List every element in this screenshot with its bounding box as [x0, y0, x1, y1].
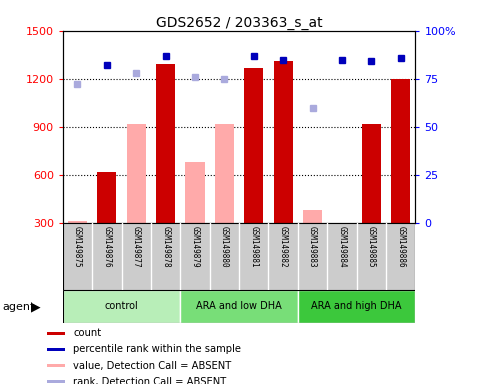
Text: ▶: ▶ [31, 301, 41, 314]
Bar [215, 124, 234, 223]
Bar [298, 290, 415, 323]
Bar [156, 65, 175, 223]
Text: GSM149880: GSM149880 [220, 226, 229, 268]
Text: GSM149879: GSM149879 [190, 226, 199, 268]
Bar [180, 290, 298, 323]
Text: ARA and low DHA: ARA and low DHA [196, 301, 282, 311]
Bar [47, 332, 65, 335]
Bar [68, 221, 87, 223]
Bar [303, 210, 322, 223]
Text: rank, Detection Call = ABSENT: rank, Detection Call = ABSENT [73, 377, 227, 384]
Text: GSM149875: GSM149875 [73, 226, 82, 268]
Text: value, Detection Call = ABSENT: value, Detection Call = ABSENT [73, 361, 232, 371]
Bar [47, 348, 65, 351]
Text: GSM149876: GSM149876 [102, 226, 112, 268]
Text: count: count [73, 328, 101, 338]
Text: GSM149885: GSM149885 [367, 226, 376, 268]
Text: GSM149886: GSM149886 [396, 226, 405, 268]
Text: GSM149878: GSM149878 [161, 226, 170, 268]
Bar [273, 61, 293, 223]
Bar [47, 364, 65, 367]
Bar [63, 290, 180, 323]
Bar [244, 68, 263, 223]
Bar [97, 172, 116, 223]
Text: GSM149882: GSM149882 [279, 226, 288, 268]
Title: GDS2652 / 203363_s_at: GDS2652 / 203363_s_at [156, 16, 322, 30]
Bar [362, 124, 381, 223]
Bar [391, 79, 410, 223]
Text: agent: agent [2, 302, 35, 312]
Text: control: control [105, 301, 139, 311]
Text: ARA and high DHA: ARA and high DHA [312, 301, 402, 311]
Text: percentile rank within the sample: percentile rank within the sample [73, 344, 241, 354]
Bar [185, 162, 205, 223]
Text: GSM149881: GSM149881 [249, 226, 258, 268]
Bar [47, 380, 65, 383]
Bar [127, 124, 146, 223]
Text: GSM149884: GSM149884 [338, 226, 346, 268]
Text: GSM149877: GSM149877 [132, 226, 141, 268]
Text: GSM149883: GSM149883 [308, 226, 317, 268]
